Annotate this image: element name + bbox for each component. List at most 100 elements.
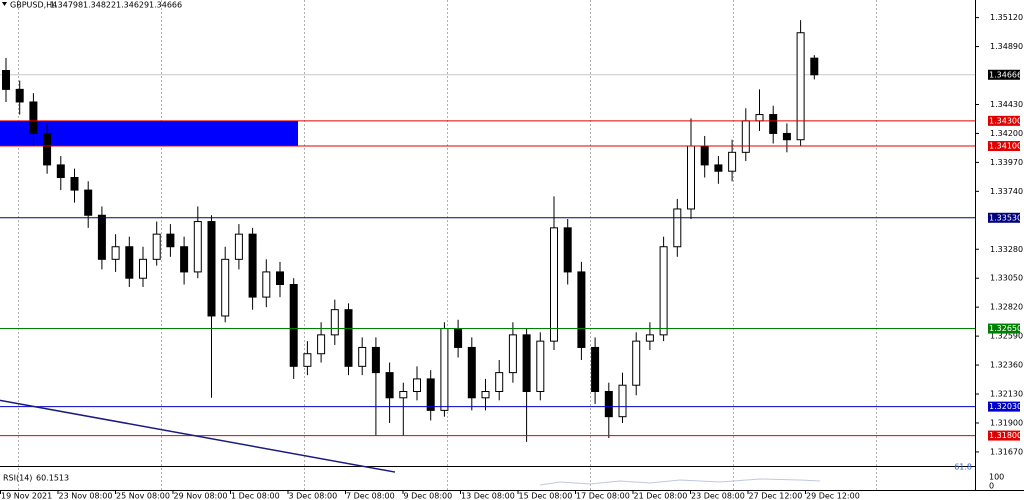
symbol: GBPUSD,H4 — [10, 1, 57, 10]
candle-body — [618, 384, 627, 418]
candle-body — [632, 340, 641, 386]
dropdown-icon — [2, 2, 7, 6]
candle-body — [796, 32, 805, 141]
candle-body — [180, 246, 189, 273]
y-tick-label: 1.33970 — [990, 158, 1023, 167]
candle-body — [454, 328, 463, 348]
rsi-min: 0 — [989, 482, 994, 491]
candle-body — [700, 145, 709, 166]
x-tick-label: 25 Nov 08:00 — [116, 492, 170, 500]
level-tag — [988, 323, 1020, 334]
candle-body — [207, 221, 216, 317]
level-tag — [988, 401, 1020, 412]
level-label: 1.31800 — [989, 431, 1022, 440]
candle-body — [755, 114, 764, 122]
level-label: 1.32030 — [989, 402, 1022, 411]
x-tick-label: 27 Dec 12:00 — [749, 492, 803, 500]
candle-body — [43, 132, 52, 166]
header-high: 1.34822 — [83, 1, 116, 10]
current-price-tag — [988, 69, 1020, 80]
candle-body — [577, 271, 586, 348]
level-tag — [988, 141, 1020, 152]
trendline — [0, 399, 396, 473]
y-tick-label: 1.34200 — [990, 129, 1023, 138]
level-label: 1.32650 — [989, 324, 1022, 333]
y-tick-label: 1.34430 — [990, 100, 1023, 109]
candle-body — [440, 328, 449, 411]
x-tick-label: 29 Dec 12:00 — [806, 492, 860, 500]
candle-body — [2, 69, 10, 90]
candle-body — [687, 145, 695, 210]
rsi-name: RSI(14) — [3, 474, 32, 483]
candle-body — [15, 88, 24, 103]
x-tick-label: 3 Dec 08:00 — [289, 492, 338, 500]
candle-body — [166, 233, 175, 248]
header-low: 1.34629 — [116, 1, 149, 10]
candle-body — [728, 151, 737, 172]
y-tick-label: 1.33740 — [990, 187, 1023, 196]
candle-body — [317, 334, 326, 355]
header-close: 1.34666 — [149, 1, 182, 10]
candle-body — [97, 214, 106, 260]
y-tick-label: 1.32360 — [990, 361, 1023, 370]
candle-body — [262, 271, 271, 298]
candle-body — [645, 334, 654, 342]
candle-body — [782, 132, 791, 141]
candle-body — [152, 233, 161, 260]
candle-body — [810, 57, 819, 76]
header-open: 1.34798 — [50, 1, 83, 10]
x-tick-label: 19 Nov 2021 — [1, 492, 52, 500]
candle-body — [111, 246, 120, 260]
level-tag — [988, 430, 1020, 441]
candle-body — [344, 309, 353, 367]
candle-body — [193, 221, 202, 273]
candle-body — [248, 233, 257, 298]
y-tick-label: 1.34890 — [990, 42, 1023, 51]
x-tick-label: 13 Dec 08:00 — [461, 492, 515, 500]
candle-body — [413, 378, 421, 393]
candle-body — [714, 164, 723, 172]
level-label: 1.34300 — [989, 116, 1022, 125]
candle-body — [29, 101, 38, 134]
candle-body — [289, 284, 298, 367]
rsi-line — [539, 478, 821, 486]
x-tick-label: 15 Dec 08:00 — [519, 492, 573, 500]
x-tick-label: 29 Nov 08:00 — [174, 492, 228, 500]
candle-body — [563, 227, 572, 273]
candle-body — [221, 258, 230, 317]
candle-body — [741, 120, 750, 153]
candle-body — [508, 334, 517, 374]
y-tick-label: 1.33280 — [990, 245, 1023, 254]
rsi-max: 100 — [989, 473, 1004, 482]
y-tick-label: 1.32130 — [990, 390, 1023, 399]
candle-body — [139, 258, 147, 279]
candle-body — [495, 372, 504, 393]
candle-body — [84, 189, 93, 216]
candle-body — [371, 346, 380, 374]
level-tag — [988, 115, 1020, 126]
level-label: 1.34100 — [989, 142, 1022, 151]
y-tick-label: 1.31670 — [990, 447, 1023, 456]
candle-body — [385, 372, 394, 399]
x-tick-label: 17 Dec 08:00 — [576, 492, 630, 500]
candle-body — [303, 353, 312, 367]
x-tick-label: 23 Dec 08:00 — [691, 492, 745, 500]
candle-body — [125, 246, 134, 279]
y-tick-label: 1.31900 — [990, 418, 1023, 427]
candle-body — [276, 271, 284, 286]
y-tick-label: 1.35120 — [990, 13, 1023, 22]
current-price-label: 1.34666 — [989, 70, 1022, 79]
y-tick-label: 1.32820 — [990, 303, 1023, 312]
candle-body — [769, 114, 778, 134]
candle-body — [467, 346, 476, 399]
candle-body — [673, 208, 682, 248]
x-tick-label: 7 Dec 08:00 — [346, 492, 395, 500]
candle-body — [56, 164, 65, 178]
candle-body — [426, 378, 435, 411]
candle-body — [522, 334, 531, 393]
candle-body — [70, 176, 79, 191]
x-tick-label: 9 Dec 08:00 — [404, 492, 453, 500]
level-label: 1.33530 — [989, 213, 1022, 222]
candle-body — [659, 246, 668, 336]
